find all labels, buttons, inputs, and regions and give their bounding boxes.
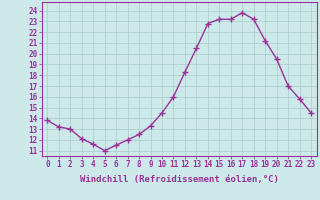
X-axis label: Windchill (Refroidissement éolien,°C): Windchill (Refroidissement éolien,°C) <box>80 175 279 184</box>
